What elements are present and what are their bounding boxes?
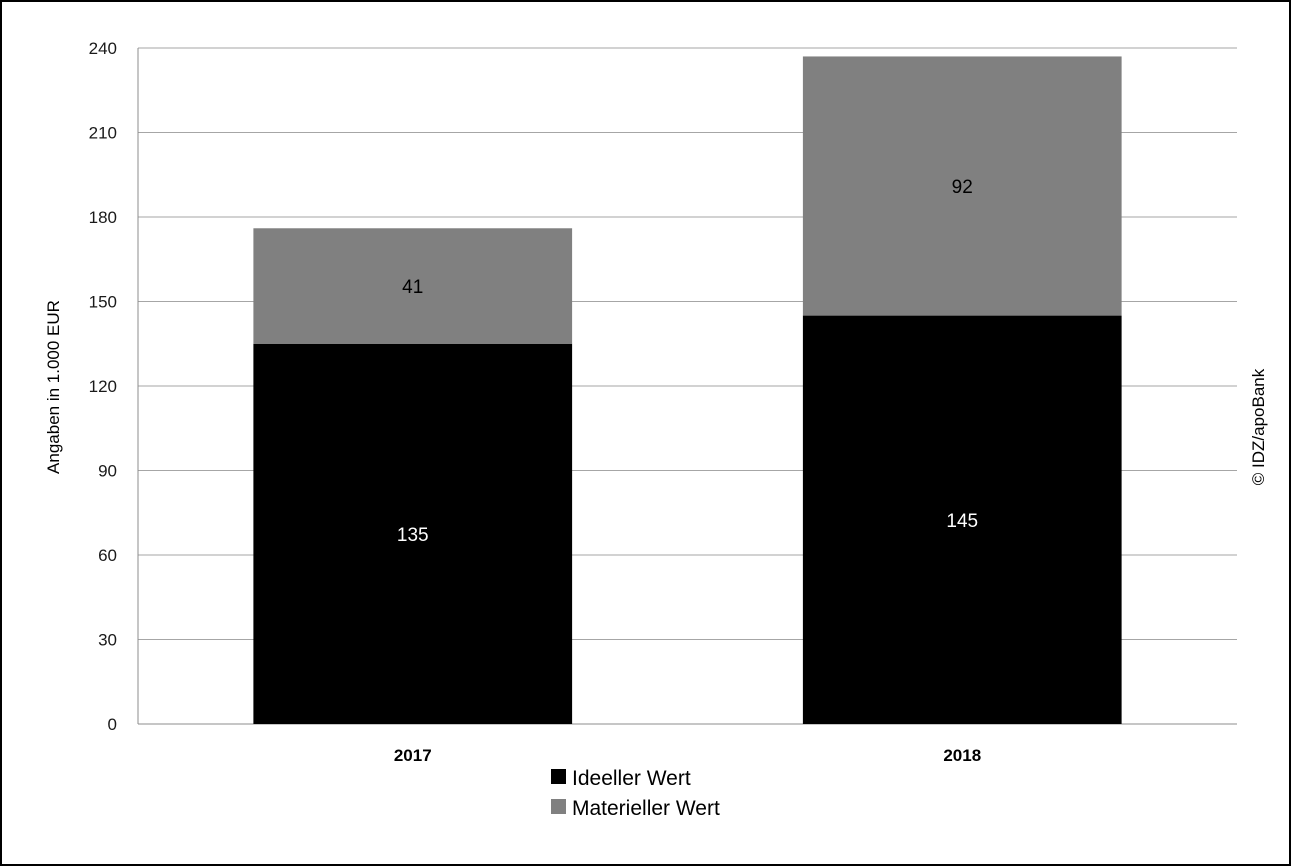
data-label: 92 bbox=[952, 177, 973, 198]
bar-segment bbox=[802, 315, 1122, 724]
legend-swatch bbox=[551, 799, 566, 814]
y-tick-label: 240 bbox=[89, 39, 117, 58]
y-tick-label: 30 bbox=[98, 631, 117, 650]
bar-segment bbox=[253, 228, 573, 344]
y-axis-label: Angaben in 1.000 EUR bbox=[44, 300, 63, 474]
y-tick-label: 150 bbox=[89, 293, 117, 312]
y-tick-label: 180 bbox=[89, 208, 117, 227]
data-label: 135 bbox=[397, 525, 429, 546]
legend: Ideeller Wert Materieller Wert bbox=[551, 767, 720, 820]
y-axis-ticks: 0 30 60 90 120 150 180 210 240 bbox=[89, 39, 117, 734]
y-tick-label: 90 bbox=[98, 462, 117, 481]
y-tick-label: 210 bbox=[89, 124, 117, 143]
x-tick-label: 2017 bbox=[394, 746, 432, 765]
legend-label: Materieller Wert bbox=[572, 797, 720, 820]
data-label: 145 bbox=[946, 511, 978, 532]
copyright-credit: © IDZ/apoBank bbox=[1249, 368, 1268, 485]
data-label: 41 bbox=[402, 277, 423, 298]
y-tick-label: 0 bbox=[108, 715, 117, 734]
x-axis-categories: 2017 2018 bbox=[394, 746, 981, 765]
bar-segment bbox=[802, 56, 1122, 316]
bar-segment bbox=[253, 343, 573, 724]
x-tick-label: 2018 bbox=[943, 746, 981, 765]
legend-swatch bbox=[551, 769, 566, 784]
y-tick-label: 120 bbox=[89, 377, 117, 396]
legend-label: Ideeller Wert bbox=[572, 767, 691, 790]
bars: 135 41 145 92 bbox=[253, 56, 1122, 724]
y-tick-label: 60 bbox=[98, 546, 117, 565]
